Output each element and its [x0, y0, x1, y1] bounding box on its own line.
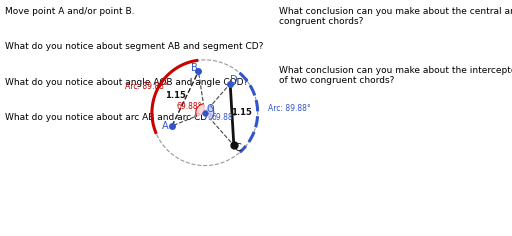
Text: D: D — [230, 75, 238, 85]
Text: Arc: 89.88°: Arc: 89.88° — [268, 104, 311, 113]
Text: What conclusion can you make about the intercepted arcs
of two congruent chords?: What conclusion can you make about the i… — [279, 66, 512, 85]
Text: 1.15: 1.15 — [165, 91, 186, 100]
Text: What do you notice about angle AOB and angle COD?: What do you notice about angle AOB and a… — [5, 78, 248, 87]
Text: What do you notice about arc AB and arc CD?: What do you notice about arc AB and arc … — [5, 113, 212, 122]
Text: 69.88°: 69.88° — [211, 113, 237, 122]
Text: Move point A and/or point B.: Move point A and/or point B. — [5, 7, 135, 16]
Polygon shape — [205, 106, 214, 119]
Polygon shape — [196, 104, 205, 116]
Text: What do you notice about segment AB and segment CD?: What do you notice about segment AB and … — [5, 42, 264, 51]
Text: A: A — [162, 121, 169, 131]
Text: C: C — [234, 143, 242, 153]
Text: 69.88°: 69.88° — [176, 102, 202, 111]
Text: O: O — [206, 104, 214, 114]
Text: What conclusion can you make about the central angles of
congruent chords?: What conclusion can you make about the c… — [279, 7, 512, 26]
Text: Arc: 89.88°: Arc: 89.88° — [125, 82, 168, 91]
Text: 1.15: 1.15 — [231, 108, 252, 117]
Text: B: B — [191, 63, 198, 73]
